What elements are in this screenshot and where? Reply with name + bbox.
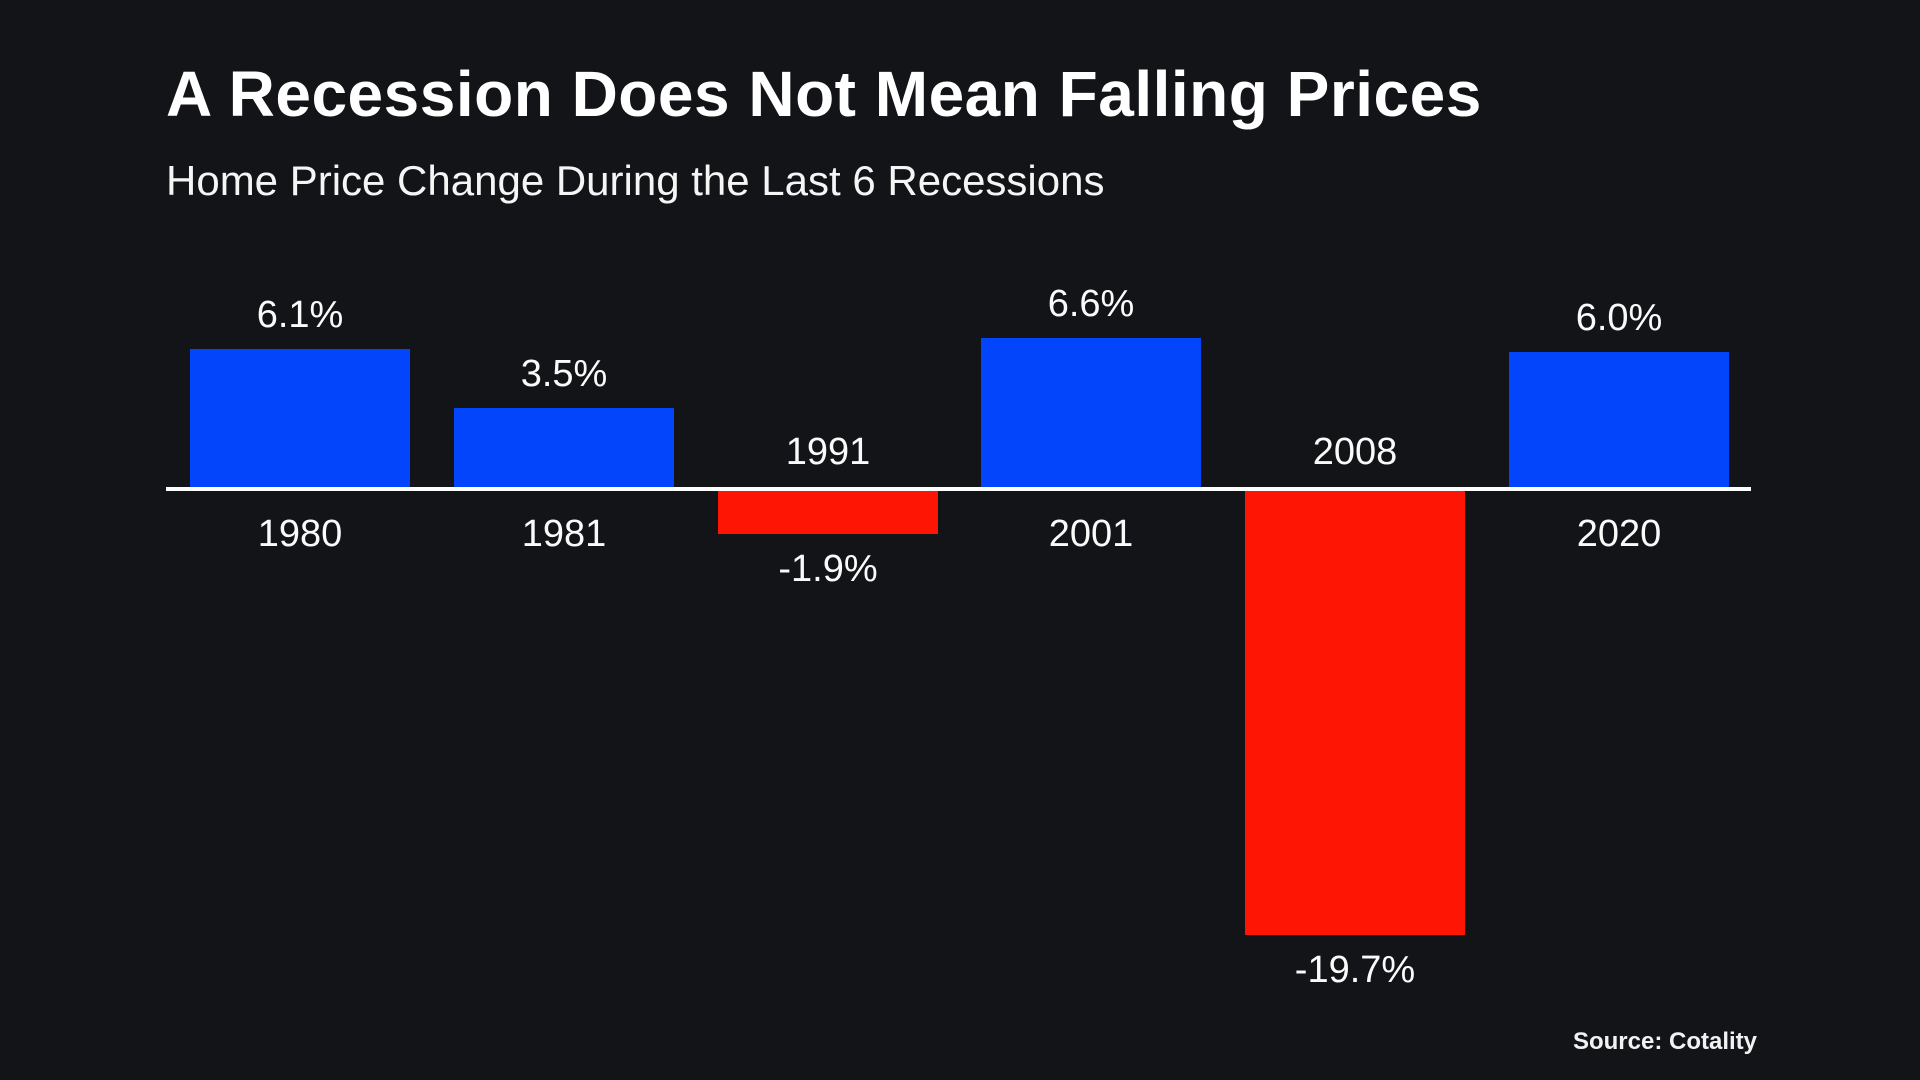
chart-subtitle: Home Price Change During the Last 6 Rece…: [166, 157, 1105, 204]
chart-title: A Recession Does Not Mean Falling Prices: [166, 58, 1482, 130]
bar-1991: [718, 491, 938, 534]
bar-year-label-1980: 1980: [257, 513, 343, 555]
bar-2008: [1245, 491, 1465, 935]
bar-value-label-2001: 6.6%: [1047, 283, 1135, 325]
bar-2020: [1509, 352, 1729, 487]
bar-year-label-2020: 2020: [1576, 513, 1662, 555]
bar-year-label-1991: 1991: [785, 431, 871, 473]
bar-year-label-1981: 1981: [521, 513, 607, 555]
bar-year-label-2008: 2008: [1312, 431, 1398, 473]
bar-value-label-2008: -19.7%: [1294, 949, 1416, 991]
bar-value-label-1991: -1.9%: [778, 548, 878, 590]
bar-2001: [981, 338, 1201, 487]
bar-value-label-1981: 3.5%: [520, 353, 608, 395]
bar-1980: [190, 349, 410, 487]
bar-1981: [454, 408, 674, 487]
source-attribution: Source: Cotality: [1572, 1028, 1757, 1055]
x-axis-baseline: [166, 487, 1751, 491]
bar-value-label-1980: 6.1%: [256, 294, 344, 336]
bar-year-label-2001: 2001: [1048, 513, 1134, 555]
bar-value-label-2020: 6.0%: [1575, 297, 1663, 339]
